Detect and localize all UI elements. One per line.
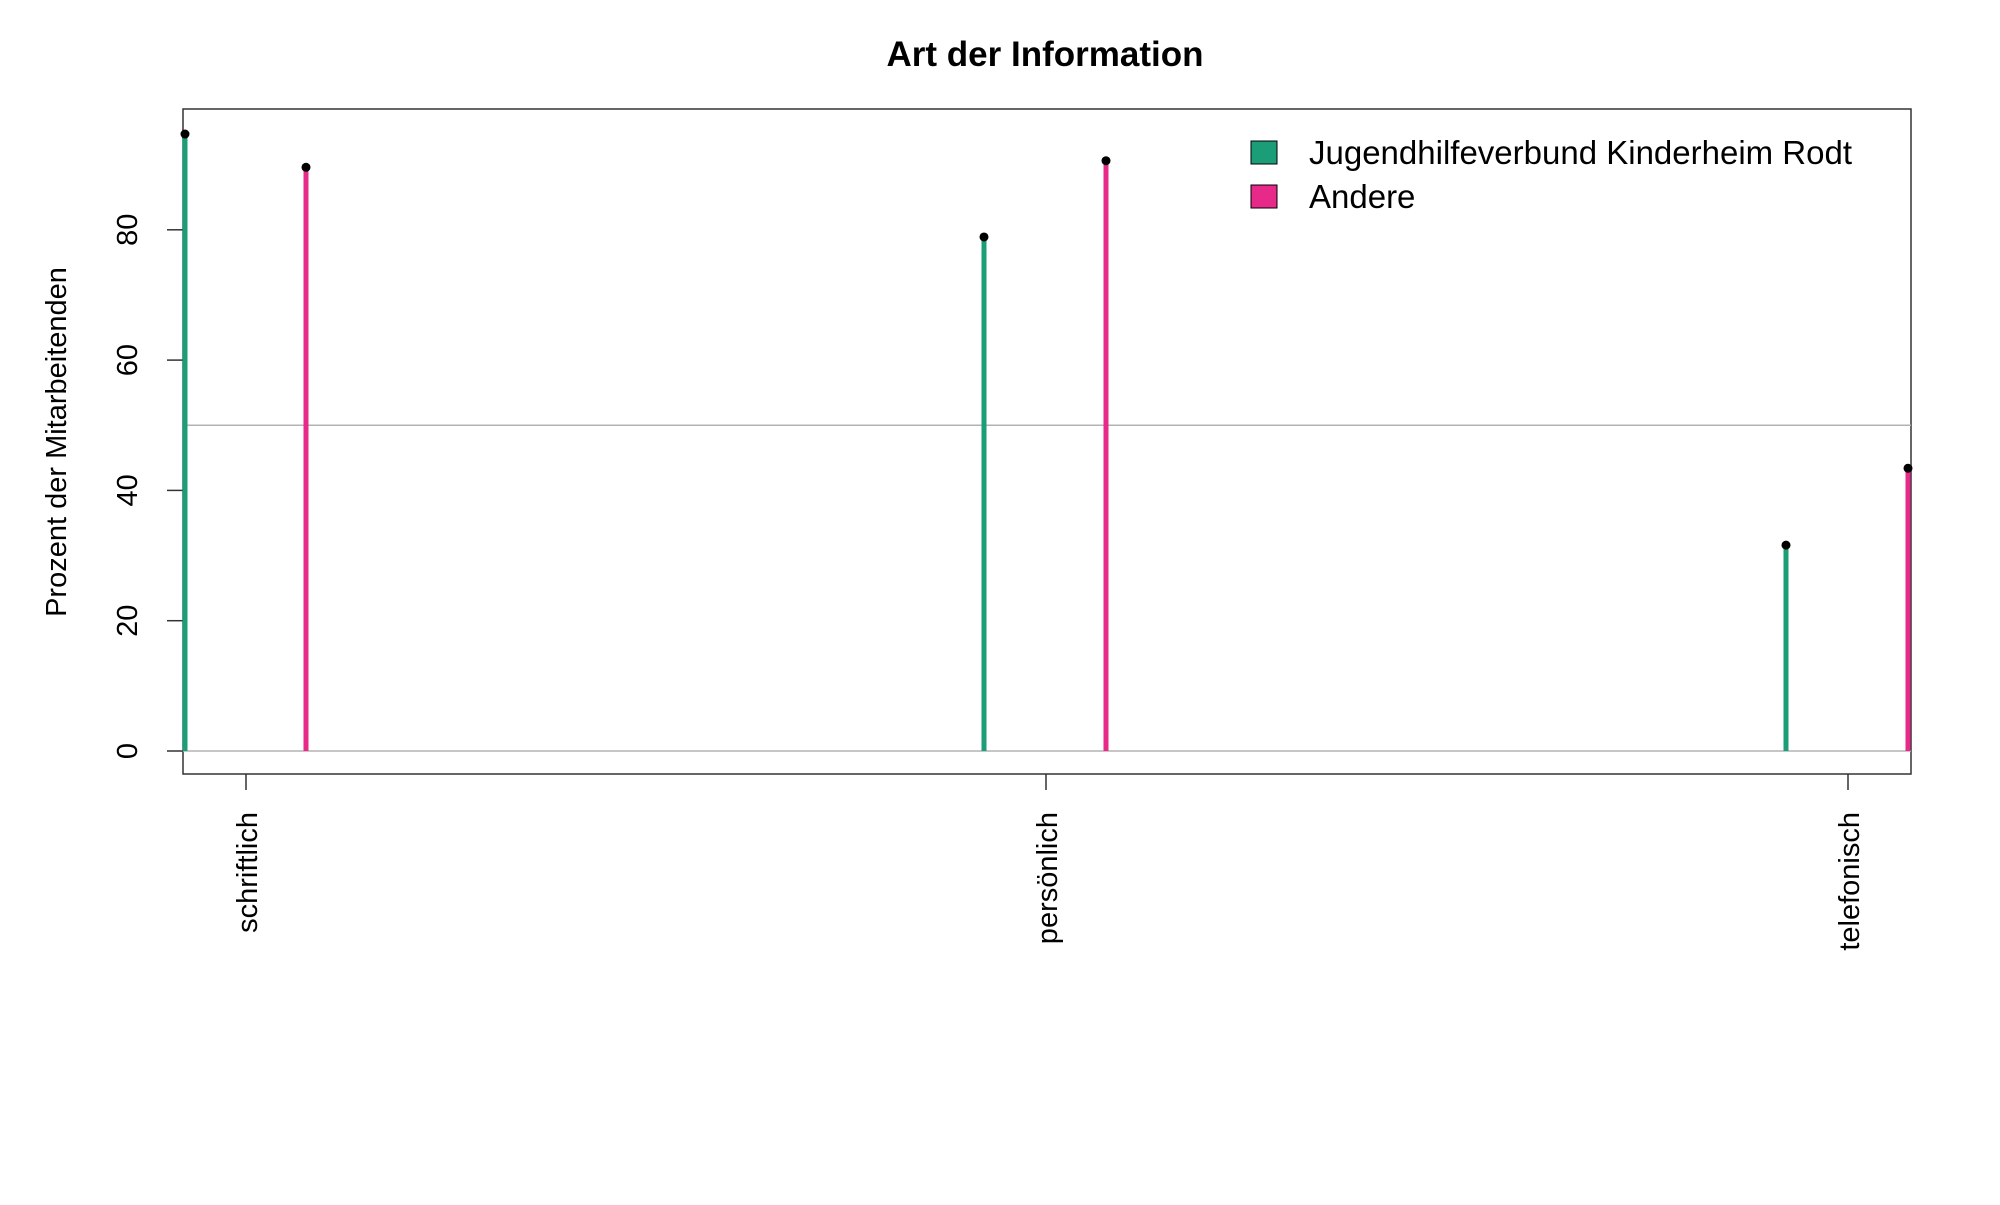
x-tick-label: schriftlich	[232, 812, 264, 933]
data-point-series2	[301, 162, 311, 172]
data-point-series1	[979, 232, 989, 242]
reference-lines	[183, 424, 1911, 752]
legend-label: Andere	[1309, 178, 1415, 215]
data-point-series1	[1781, 540, 1791, 550]
x-axis: schriftlich persönlich telefonisch	[232, 774, 1866, 951]
y-tick-label: 80	[112, 214, 144, 246]
y-tick-label: 20	[112, 605, 144, 637]
x-tick-label: telefonisch	[1834, 812, 1866, 951]
legend-swatch	[1250, 140, 1278, 165]
y-tick-label: 0	[112, 743, 144, 759]
data-point-series2	[1101, 156, 1111, 166]
data-marks	[180, 129, 1913, 751]
chart-title: Art der Information	[887, 35, 1204, 74]
y-tick-label: 60	[112, 344, 144, 376]
y-axis: 0 20 40 60 80	[112, 214, 183, 759]
y-axis-label: Prozent der Mitarbeitenden	[41, 267, 73, 617]
legend-swatch	[1250, 184, 1278, 209]
data-point-series2	[1903, 463, 1913, 473]
legend: Jugendhilfeverbund Kinderheim Rodt Andere	[1250, 134, 1852, 215]
y-tick-label: 40	[112, 474, 144, 506]
plot-frame	[182, 108, 1912, 775]
data-point-series1	[180, 129, 190, 139]
x-tick-label: persönlich	[1032, 812, 1064, 944]
legend-label: Jugendhilfeverbund Kinderheim Rodt	[1309, 134, 1852, 171]
